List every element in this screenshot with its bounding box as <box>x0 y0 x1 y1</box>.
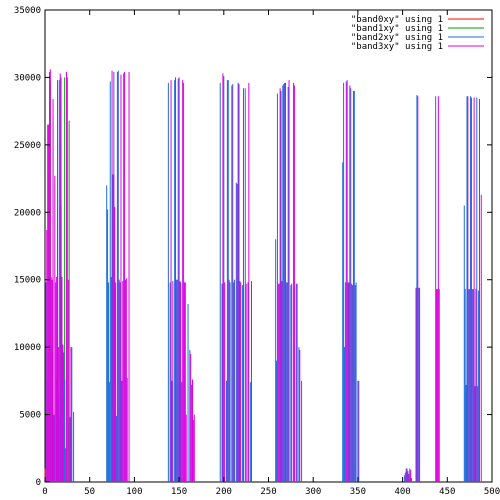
y-tick-label: 15000 <box>14 276 41 286</box>
x-tick-label: 300 <box>305 487 321 497</box>
x-tick-label: 450 <box>439 487 455 497</box>
impulse-series-group <box>44 69 482 482</box>
x-tick-label: 100 <box>126 487 142 497</box>
y-tick-label: 0 <box>36 478 41 488</box>
y-tick-label: 20000 <box>14 208 41 218</box>
legend-label: "band2xy" using 1 <box>351 33 443 43</box>
x-tick-label: 400 <box>394 487 410 497</box>
y-tick-label: 25000 <box>14 141 41 151</box>
x-tick-label: 200 <box>216 487 232 497</box>
x-tick-label: 150 <box>171 487 187 497</box>
legend: "band0xy" using 1"band1xy" using 1"band2… <box>351 15 484 52</box>
legend-label: "band1xy" using 1 <box>351 24 443 34</box>
y-tick-label: 10000 <box>14 343 41 353</box>
legend-label: "band3xy" using 1 <box>351 42 443 52</box>
y-tick-label: 30000 <box>14 73 41 83</box>
x-tick-label: 500 <box>484 487 500 497</box>
x-tick-label: 350 <box>350 487 366 497</box>
legend-label: "band0xy" using 1 <box>351 15 443 25</box>
x-tick-label: 250 <box>260 487 276 497</box>
axis-ticks: 0 50 100 150 200 250 300 350 400 450 5000500010000… <box>14 6 500 497</box>
series-3 <box>46 69 482 482</box>
y-tick-label: 35000 <box>14 6 41 16</box>
x-tick-label: 50 <box>84 487 95 497</box>
series-2 <box>45 70 480 482</box>
x-tick-label: 0 <box>42 487 47 497</box>
y-tick-label: 5000 <box>19 411 41 421</box>
